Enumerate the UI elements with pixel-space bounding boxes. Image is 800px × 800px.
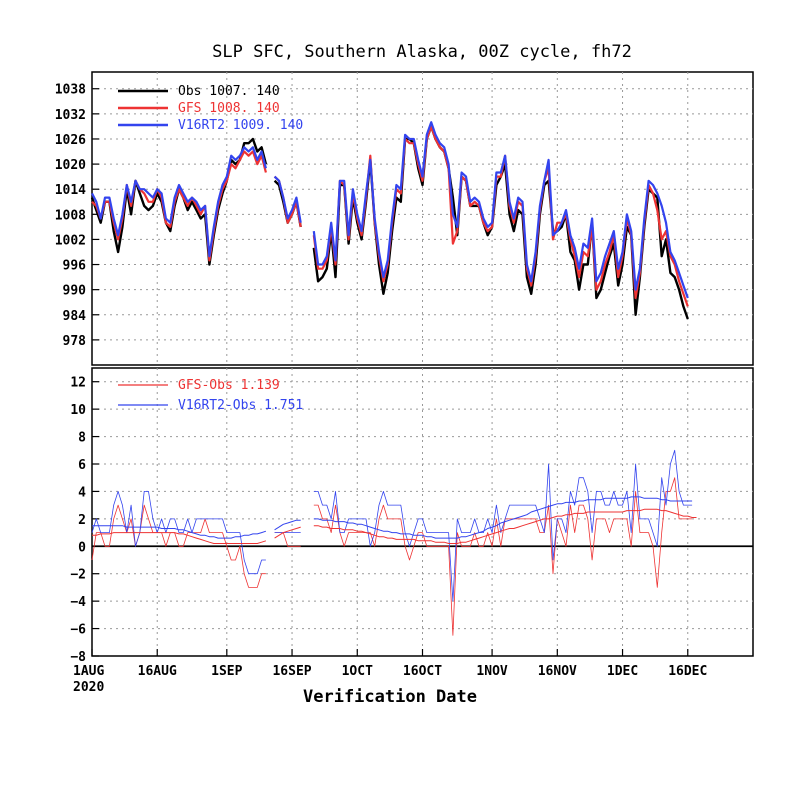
series-line-v16rt2-obs-mean [92, 496, 693, 539]
series-line-v16rt2 [91, 121, 689, 299]
legend-label: V16RT2-Obs 1.751 [178, 398, 303, 413]
y-tick-label: −8 [70, 650, 86, 665]
bottom-series [91, 449, 697, 636]
x-tick-label: 1NOV [476, 664, 507, 679]
legend-label: V16RT2 1009. 140 [178, 118, 303, 133]
y-tick-label: 984 [63, 309, 87, 324]
y-tick-label: 1020 [55, 158, 86, 173]
x-tick-label: 1SEP [211, 664, 242, 679]
y-tick-label: 12 [70, 376, 86, 391]
x-tick-label: 1OCT [342, 664, 373, 679]
x-tick-label: 16AUG [138, 664, 177, 679]
legend-label: GFS-Obs 1.139 [178, 378, 280, 393]
top-series [90, 121, 689, 320]
y-tick-label: 1026 [55, 133, 86, 148]
x-ticks: 1AUG 16AUG 1SEP 16SEP 1OCT 16OCT 1NOV 16NOV 1DEC… [73, 649, 707, 679]
bottom-legend: GFS-Obs 1.139 V16RT2-Obs 1.751 [118, 378, 303, 413]
x-tick-label: 16SEP [272, 664, 311, 679]
y-tick-label: 1002 [55, 233, 86, 248]
top-y-ticks: 978 984 990 996 1002 1008 1014 1020 1026 1032 1038 [55, 83, 99, 349]
y-tick-label: −6 [70, 623, 86, 638]
series-line-v16rt2-obs [91, 449, 693, 602]
x-tick-label: 1AUG [73, 664, 104, 679]
bottom-panel: −8 −6 −4 −2 0 2 4 6 8 10 12 GFS-Obs 1.139 V16RT2-Ob… [70, 367, 754, 665]
y-tick-label: −2 [70, 568, 86, 583]
y-tick-label: 990 [63, 284, 87, 299]
y-tick-label: 1008 [55, 208, 86, 223]
top-grid [92, 72, 753, 365]
x-year-label: 2020 [73, 680, 104, 695]
y-tick-label: −4 [70, 595, 86, 610]
y-tick-label: 996 [63, 259, 87, 274]
top-legend: Obs 1007. 140 GFS 1008. 140 V16RT2 1009. 1… [118, 84, 303, 133]
y-tick-label: 978 [63, 334, 87, 349]
y-tick-label: 6 [78, 458, 86, 473]
y-tick-label: 8 [78, 431, 86, 446]
y-tick-label: 1038 [55, 83, 86, 98]
y-tick-label: 10 [70, 403, 86, 418]
x-tick-label: 16DEC [668, 664, 707, 679]
y-tick-label: 4 [78, 485, 86, 500]
x-tick-label: 16NOV [538, 664, 577, 679]
chart-title: SLP SFC, Southern Alaska, 00Z cycle, fh7… [212, 42, 632, 62]
top-panel: 978 984 990 996 1002 1008 1014 1020 1026 1032 1038… [55, 71, 754, 366]
x-axis-label: Verification Date [303, 687, 477, 707]
legend-label: GFS 1008. 140 [178, 101, 280, 116]
x-tick-label: 1DEC [607, 664, 638, 679]
y-tick-label: 0 [78, 540, 86, 555]
y-tick-label: 1014 [55, 183, 86, 198]
bottom-y-ticks: −8 −6 −4 −2 0 2 4 6 8 10 12 [70, 376, 99, 665]
y-tick-label: 2 [78, 513, 86, 528]
series-line-gfs-obs-mean [92, 508, 697, 544]
x-tick-label: 16OCT [403, 664, 442, 679]
y-tick-label: 1032 [55, 108, 86, 123]
legend-label: Obs 1007. 140 [178, 84, 280, 99]
